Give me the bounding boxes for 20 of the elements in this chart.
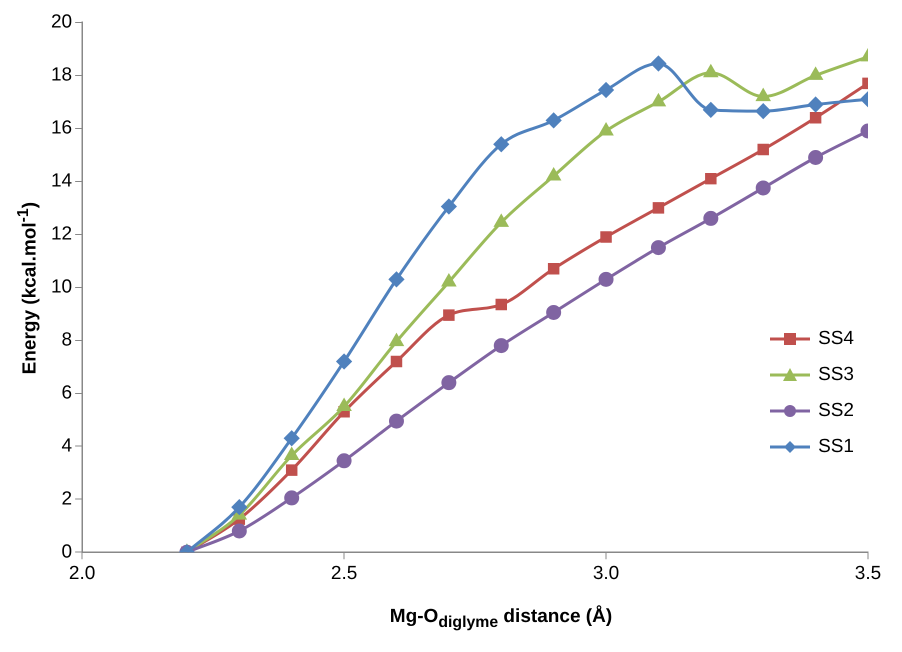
legend-label: SS3 — [818, 364, 854, 386]
x-tick-label: 3.5 — [854, 562, 882, 584]
y-tick-label: 18 — [50, 64, 72, 86]
legend-label: SS1 — [818, 436, 854, 458]
y-tick-label: 2 — [62, 488, 72, 510]
legend-label: SS2 — [818, 400, 854, 422]
y-tick-label: 6 — [62, 382, 72, 404]
legend-label: SS4 — [818, 328, 854, 350]
y-tick-label: 0 — [62, 541, 72, 562]
y-tick-label: 14 — [50, 170, 73, 192]
x-tick-label: 3.0 — [592, 562, 620, 584]
x-axis-title: Mg-O$_{diglyme}$ distance (Å) — [388, 606, 614, 632]
y-tick-label: 20 — [50, 12, 72, 33]
y-tick-label: 12 — [50, 224, 72, 245]
x-tick-label: 2.5 — [330, 562, 358, 584]
y-tick-label: 10 — [50, 276, 72, 298]
y-tick-label: 16 — [50, 118, 72, 139]
x-tick-label: 2.0 — [68, 562, 96, 584]
y-tick-label: 8 — [62, 330, 72, 351]
y-tick-label: 4 — [62, 435, 73, 456]
